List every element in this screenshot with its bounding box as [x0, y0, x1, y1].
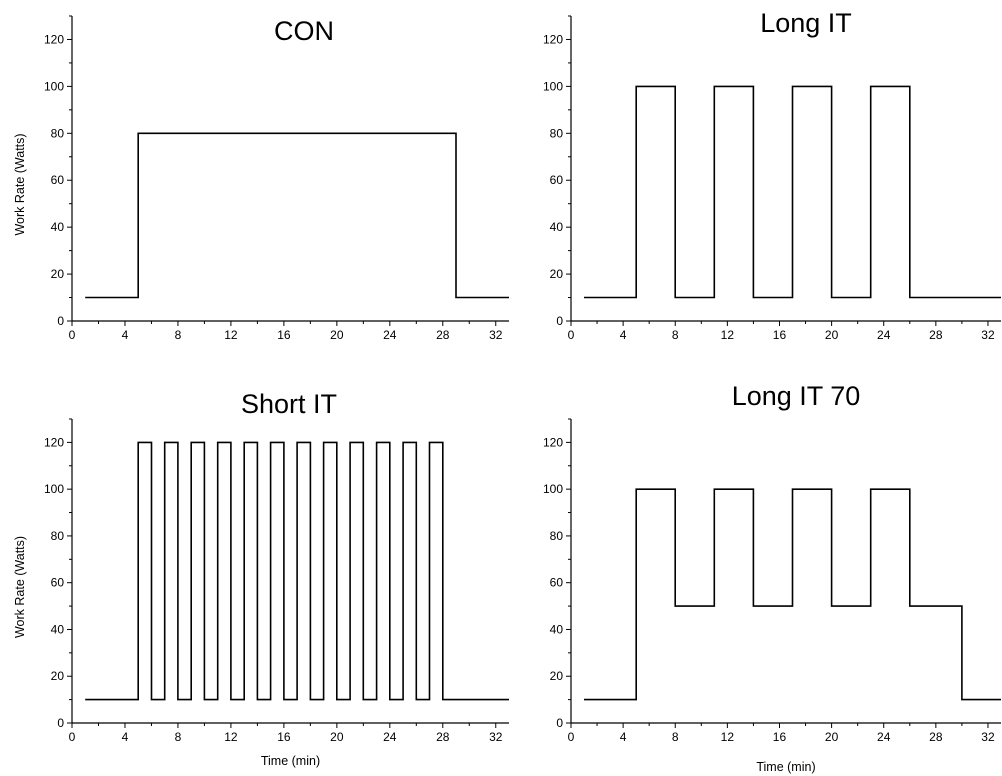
y-tick-label: 40	[51, 220, 65, 234]
x-axis-label: Time (min)	[756, 760, 815, 774]
y-tick-label: 120	[543, 32, 563, 46]
y-tick-label: 20	[51, 669, 65, 683]
x-tick-label: 0	[568, 328, 575, 342]
x-tick-label: 28	[929, 730, 943, 744]
y-axis-label: Work Rate (Watts)	[13, 133, 27, 235]
x-tick-label: 4	[122, 730, 129, 744]
x-tick-label: 8	[672, 730, 679, 744]
x-tick-label: 20	[330, 328, 344, 342]
x-tick-label: 20	[825, 730, 839, 744]
x-tick-label: 24	[383, 328, 397, 342]
chart-title: Long IT	[760, 8, 852, 38]
x-tick-label: 16	[277, 730, 291, 744]
x-tick-label: 12	[721, 730, 735, 744]
y-tick-label: 0	[556, 716, 563, 730]
x-tick-label: 0	[69, 328, 76, 342]
y-tick-label: 80	[51, 126, 65, 140]
x-tick-label: 28	[436, 730, 450, 744]
x-tick-label: 8	[175, 730, 182, 744]
x-tick-label: 0	[568, 730, 575, 744]
y-tick-label: 100	[543, 482, 563, 496]
series-line	[584, 488, 1001, 701]
y-tick-label: 80	[550, 529, 564, 543]
x-tick-label: 16	[773, 730, 787, 744]
series-line	[85, 132, 509, 299]
x-tick-label: 16	[773, 328, 787, 342]
y-tick-label: 60	[550, 173, 564, 187]
x-tick-label: 24	[877, 730, 891, 744]
y-tick-label: 0	[556, 314, 563, 328]
chart-panel: 0 4 8 12 16 20 24 28 32 0 20 40 60 80 100 120 Long IT 70…	[543, 381, 1001, 774]
x-tick-label: 0	[69, 730, 76, 744]
x-tick-label: 12	[224, 730, 238, 744]
x-tick-label: 28	[929, 328, 943, 342]
x-tick-label: 16	[277, 328, 291, 342]
chart-title: Long IT 70	[732, 381, 861, 411]
x-tick-label: 32	[489, 328, 503, 342]
y-tick-label: 80	[550, 126, 564, 140]
y-tick-label: 40	[550, 622, 564, 636]
y-tick-label: 80	[51, 529, 65, 543]
y-tick-label: 60	[51, 173, 65, 187]
y-tick-label: 0	[57, 716, 64, 730]
x-tick-label: 8	[175, 328, 182, 342]
y-tick-label: 120	[44, 435, 64, 449]
chart-title: CON	[274, 16, 334, 46]
x-tick-label: 12	[721, 328, 735, 342]
y-tick-label: 20	[550, 267, 564, 281]
x-axis-label: Time (min)	[261, 754, 320, 768]
x-tick-label: 28	[436, 328, 450, 342]
x-tick-label: 4	[620, 730, 627, 744]
x-tick-label: 24	[877, 328, 891, 342]
x-tick-label: 20	[825, 328, 839, 342]
x-tick-label: 32	[981, 730, 995, 744]
x-tick-label: 32	[489, 730, 503, 744]
chart-title: Short IT	[241, 389, 337, 419]
x-tick-label: 12	[224, 328, 238, 342]
x-tick-label: 32	[981, 328, 995, 342]
y-tick-label: 0	[57, 314, 64, 328]
y-tick-label: 20	[550, 669, 564, 683]
y-tick-label: 100	[543, 79, 563, 93]
series-line	[584, 85, 1001, 299]
x-tick-label: 4	[620, 328, 627, 342]
y-tick-label: 120	[44, 32, 64, 46]
y-tick-label: 60	[51, 576, 65, 590]
y-tick-label: 100	[44, 79, 64, 93]
x-tick-label: 20	[330, 730, 344, 744]
x-tick-label: 8	[672, 328, 679, 342]
y-tick-label: 120	[543, 435, 563, 449]
x-tick-label: 4	[122, 328, 129, 342]
y-axis-label: Work Rate (Watts)	[13, 536, 27, 638]
chart-panel: 0 4 8 12 16 20 24 28 32 0 20 40 60 80 100 120 Long IT	[543, 8, 1001, 342]
y-tick-label: 100	[44, 482, 64, 496]
y-tick-label: 40	[51, 622, 65, 636]
y-tick-label: 20	[51, 267, 65, 281]
chart-panel: 0 4 8 12 16 20 24 28 32 0 20 40 60 80 100 120 CON Work Ra…	[13, 15, 509, 342]
chart-panel: 0 4 8 12 16 20 24 28 32 0 20 40 60 80 100 120 Short IT Wo…	[13, 389, 509, 768]
x-tick-label: 24	[383, 730, 397, 744]
series-line	[85, 441, 509, 701]
y-tick-label: 40	[550, 220, 564, 234]
y-tick-label: 60	[550, 576, 564, 590]
